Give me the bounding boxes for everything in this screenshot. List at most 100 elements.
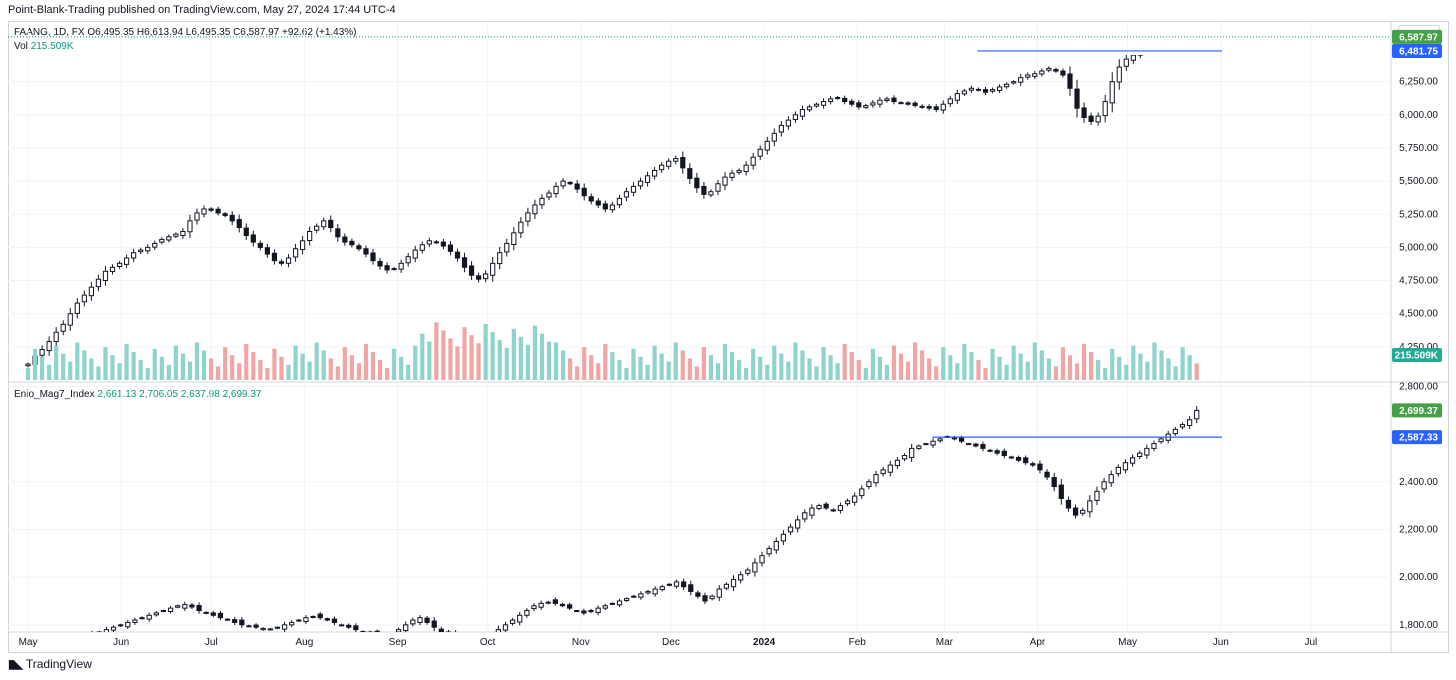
faang-candle [356,245,362,250]
faang-candle [1130,55,1136,61]
mag7-candle [1030,463,1036,466]
mag7-candle [830,509,836,512]
faang-candle [102,270,109,282]
faang-candle [1032,73,1038,77]
mag7-candle [139,617,145,620]
faang-candle [1116,66,1122,83]
mag7-candle [132,619,138,623]
mag7-candle [716,588,722,598]
mag7-candle [76,637,80,639]
x-tick-label: Sep [389,637,407,648]
faang-candle [504,242,510,253]
mag7-candle [1072,507,1079,516]
faang-volume-bar [941,347,946,380]
mag7-candle [1108,474,1114,484]
faang-volume-bar [138,360,143,380]
mag7-candle [1065,499,1072,509]
faang-candle [1095,115,1101,123]
faang-volume-bar [131,352,136,380]
mag7-candle [609,602,615,605]
faang-candle [715,183,721,192]
faang-volume-bar [568,358,573,380]
faang-candle [314,225,320,231]
faang-candle [680,157,686,169]
faang-volume-bar [1011,345,1016,380]
mag7-candle [987,449,993,452]
faang-volume-bar [1166,358,1171,380]
mag7-candle [317,613,323,619]
faang-candle [440,241,447,247]
top-y-tick-label: 4,500.00 [1399,309,1438,320]
mag7-level-price-tag-bg [1392,430,1442,445]
faang-volume-bar [722,344,728,380]
faang-candle [461,257,468,268]
faang-volume-bar [61,353,66,380]
faang-candle [644,175,651,183]
mag7-candle [688,584,694,592]
mag7-candle [816,505,822,509]
faang-volume-bar [680,350,685,380]
faang-volume-bar [300,353,305,380]
faang-volume-bar [483,324,488,380]
faang-candle [539,197,545,206]
mag7-candle [296,619,302,622]
faang-candle [1137,55,1143,56]
mag7-candle [196,605,202,612]
faang-volume-bar [399,356,404,380]
mag7-candle [1015,456,1022,461]
faang-candle [490,262,496,276]
mag7-candle [681,581,687,588]
faang-volume-bar [96,366,101,380]
mag7-candle [844,500,851,505]
volume-label[interactable]: Vol [14,41,28,52]
faang-volume-bar [997,356,1002,380]
faang-volume-bar [1074,363,1080,380]
faang-volume-bar [201,350,207,380]
faang-candle [60,323,66,332]
mag7-candle [1144,447,1150,456]
top-price-pane[interactable] [25,30,1199,380]
faang-volume-bar [744,368,749,380]
faang-volume-bar [821,347,826,380]
faang-candle [1046,67,1052,71]
mag7-candle [395,629,402,632]
faang-candle [947,98,953,105]
faang-volume-bar [983,368,988,380]
faang-volume-bar [532,325,538,380]
mag7-candle [1122,462,1129,471]
faang-volume-bar [884,364,890,380]
faang-volume-bar [1194,363,1199,380]
top-y-tick-label: 6,250.00 [1399,77,1438,88]
faang-volume-bar [1004,364,1009,380]
symbol-label[interactable]: FAANG, 1D, FX [14,27,85,38]
mag7-candle [673,581,680,587]
mag7-candle [431,620,437,628]
faang-volume-bar [934,366,939,380]
mag7-candle [153,612,159,616]
faang-candle [476,275,482,280]
faang-volume-bar [948,355,953,380]
faang-candle [778,124,784,133]
x-tick-label: Apr [1030,637,1046,648]
faang-candle [131,252,137,259]
mag7-candle [973,443,979,447]
mag7-candle [517,614,523,623]
faang-volume-bar [1060,347,1066,380]
top-y-tick-label: 5,000.00 [1399,242,1438,253]
mag7-candle [110,626,117,631]
faang-volume-bar [145,368,150,380]
tradingview-logo-icon: ▮◣ [8,657,23,671]
published-by-text: Point-Blank-Trading published on Trading… [8,4,396,16]
mag7-candle [47,646,51,650]
close-value: C6,587.97 [233,27,280,38]
faang-candle [560,180,566,187]
symbol-label-2[interactable]: Enio_Mag7_Index [14,389,95,400]
faang-candle [757,148,763,157]
faang-volume-bar [427,341,432,380]
faang-candle [835,97,841,100]
bottom-price-pane[interactable] [26,405,1200,662]
faang-volume-bar [237,363,242,380]
mag7-candle [83,634,87,635]
mag7-candle [666,583,673,586]
